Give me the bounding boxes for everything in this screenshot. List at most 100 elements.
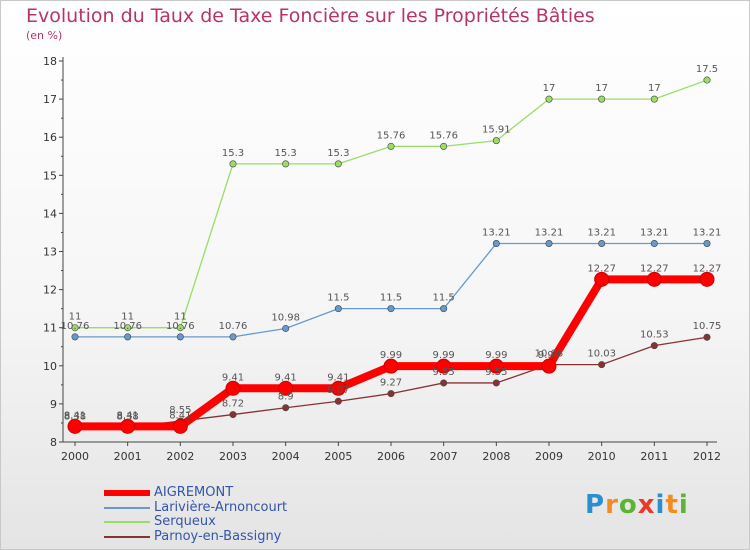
data-label: 13.21 (693, 227, 722, 238)
data-label: 9.99 (538, 350, 560, 361)
data-label: 15.76 (429, 130, 458, 141)
data-label: 9.27 (380, 378, 402, 389)
data-label: 10.76 (113, 321, 142, 332)
legend-swatch-serqueux (104, 521, 150, 523)
legend-label-aigremont: AIGREMONT (154, 485, 234, 500)
data-point (334, 305, 342, 313)
y-unit-label: (en %) (26, 29, 63, 42)
data-point (120, 418, 136, 434)
data-point (594, 271, 610, 287)
proxiti-logo: Proxiti (585, 490, 689, 520)
data-label: 15.3 (327, 148, 349, 159)
data-label: 15.91 (482, 125, 511, 136)
y-tick-label: 15 (43, 169, 57, 182)
data-label: 9.41 (275, 372, 297, 383)
data-point (67, 418, 83, 434)
data-label: 9.55 (433, 367, 455, 378)
data-point (650, 95, 658, 103)
legend-swatch-aigremont (104, 490, 150, 496)
data-label: 10.75 (693, 321, 722, 332)
x-tick-label: 2006 (377, 450, 405, 463)
x-tick-label: 2002 (166, 450, 194, 463)
data-label: 15.3 (275, 148, 297, 159)
data-point (282, 160, 290, 168)
data-label: 8.9 (278, 392, 294, 403)
data-label: 10.03 (535, 349, 564, 360)
data-point (229, 333, 237, 341)
data-label: 17 (648, 83, 661, 94)
legend-label-parnoy: Parnoy-en-Bassigny (154, 528, 282, 544)
legend-label-serqueux: Serqueux (154, 514, 216, 529)
data-label: 15.3 (222, 148, 244, 159)
data-label: 10.53 (640, 330, 669, 341)
x-tick-label: 2009 (535, 450, 563, 463)
legend-label-lariviere: Larivière-Arnoncourt (154, 499, 288, 515)
data-label: 8.38 (64, 412, 86, 423)
x-tick-label: 2003 (219, 450, 247, 463)
data-point (387, 305, 395, 313)
data-point (282, 404, 290, 412)
y-tick-label: 14 (43, 207, 57, 220)
x-tick-label: 2005 (324, 450, 352, 463)
data-label: 13.21 (587, 227, 616, 238)
x-tick-label: 2007 (430, 450, 458, 463)
data-point (488, 358, 504, 374)
data-label: 8.55 (169, 405, 191, 416)
data-label: 10.03 (587, 349, 616, 360)
data-point (334, 160, 342, 168)
data-label: 9.99 (485, 350, 507, 361)
data-label: 8.41 (169, 410, 191, 421)
y-tick-label: 13 (43, 246, 57, 259)
data-label: 11 (121, 312, 134, 323)
x-tick-label: 2011 (640, 450, 668, 463)
chart-title: Evolution du Taux de Taxe Foncière sur l… (26, 5, 595, 27)
y-tick-label: 11 (43, 322, 57, 335)
data-label: 9.99 (433, 350, 455, 361)
x-tick-label: 2000 (61, 450, 89, 463)
data-label: 10.76 (61, 321, 90, 332)
data-point (172, 418, 188, 434)
data-label: 12.27 (640, 263, 669, 274)
data-label: 9.99 (380, 350, 402, 361)
data-point (387, 142, 395, 150)
series-line-2 (75, 79, 708, 329)
data-point (440, 142, 448, 150)
data-point (492, 379, 500, 387)
data-label: 17 (595, 83, 608, 94)
data-label: 10.98 (271, 312, 300, 323)
data-point (176, 324, 184, 332)
data-label: 8.41 (117, 410, 139, 421)
x-tick-label: 2004 (272, 450, 300, 463)
data-point (124, 333, 132, 341)
data-point (124, 324, 132, 332)
data-point (703, 333, 711, 341)
data-point (334, 397, 342, 405)
data-label: 15.76 (377, 130, 406, 141)
data-label: 9.41 (327, 372, 349, 383)
legend-swatch-lariviere (104, 506, 150, 509)
data-label: 12.27 (587, 263, 616, 274)
y-tick-label: 9 (50, 398, 57, 411)
data-label: 17 (543, 83, 556, 94)
x-tick-label: 2010 (588, 450, 616, 463)
y-tick-label: 18 (43, 55, 57, 68)
y-tick-label: 16 (43, 131, 57, 144)
data-point (176, 333, 184, 341)
data-label: 10.76 (219, 321, 248, 332)
data-label: 9.55 (485, 367, 507, 378)
data-point (598, 239, 606, 247)
data-point (646, 271, 662, 287)
data-point (703, 239, 711, 247)
data-point (699, 271, 715, 287)
data-point (541, 358, 557, 374)
data-label: 11.5 (380, 293, 402, 304)
legend-swatch-parnoy (104, 535, 150, 538)
y-tick-label: 8 (50, 436, 57, 449)
y-tick-label: 10 (43, 360, 57, 373)
data-label: 8.41 (64, 410, 86, 421)
data-label: 13.21 (482, 227, 511, 238)
data-label: 11.5 (433, 293, 455, 304)
data-point (282, 324, 290, 332)
data-point (387, 390, 395, 398)
